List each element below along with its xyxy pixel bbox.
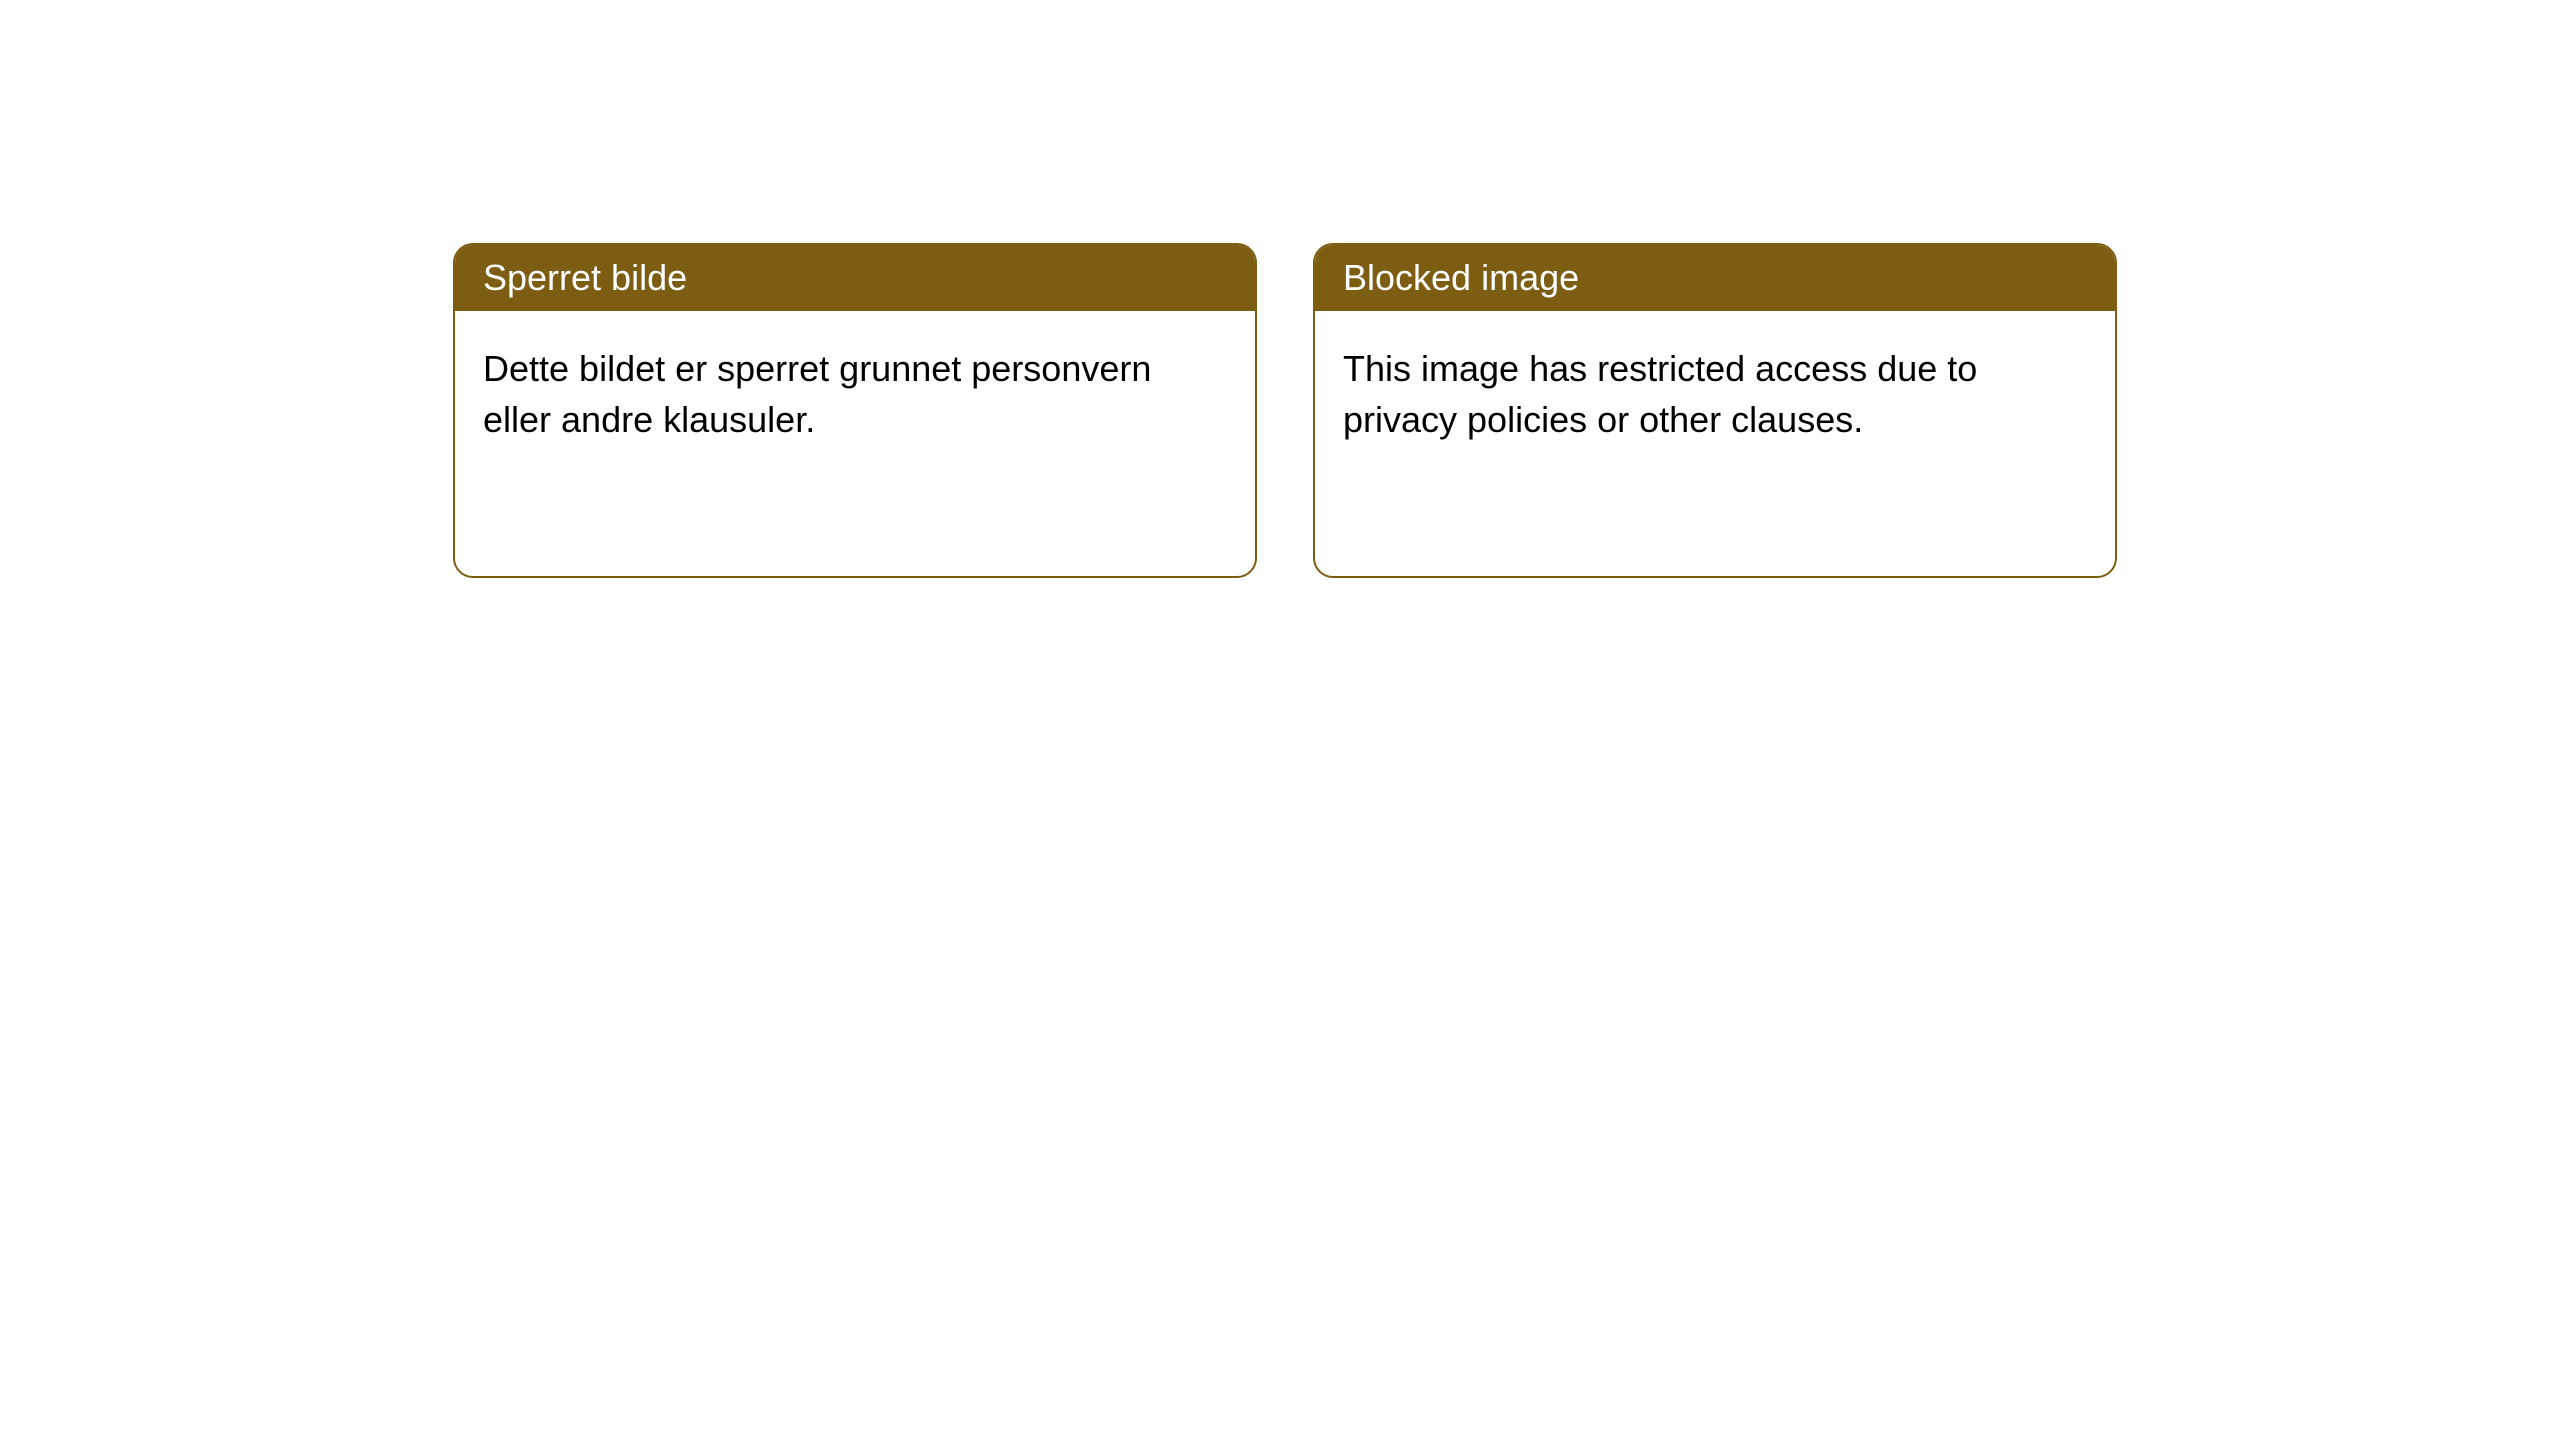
notice-title-no: Sperret bilde <box>455 245 1255 311</box>
notice-container: Sperret bilde Dette bildet er sperret gr… <box>0 0 2560 578</box>
notice-card-no: Sperret bilde Dette bildet er sperret gr… <box>453 243 1257 578</box>
notice-card-en: Blocked image This image has restricted … <box>1313 243 2117 578</box>
notice-body-no: Dette bildet er sperret grunnet personve… <box>455 311 1255 477</box>
notice-title-en: Blocked image <box>1315 245 2115 311</box>
notice-body-en: This image has restricted access due to … <box>1315 311 2115 477</box>
